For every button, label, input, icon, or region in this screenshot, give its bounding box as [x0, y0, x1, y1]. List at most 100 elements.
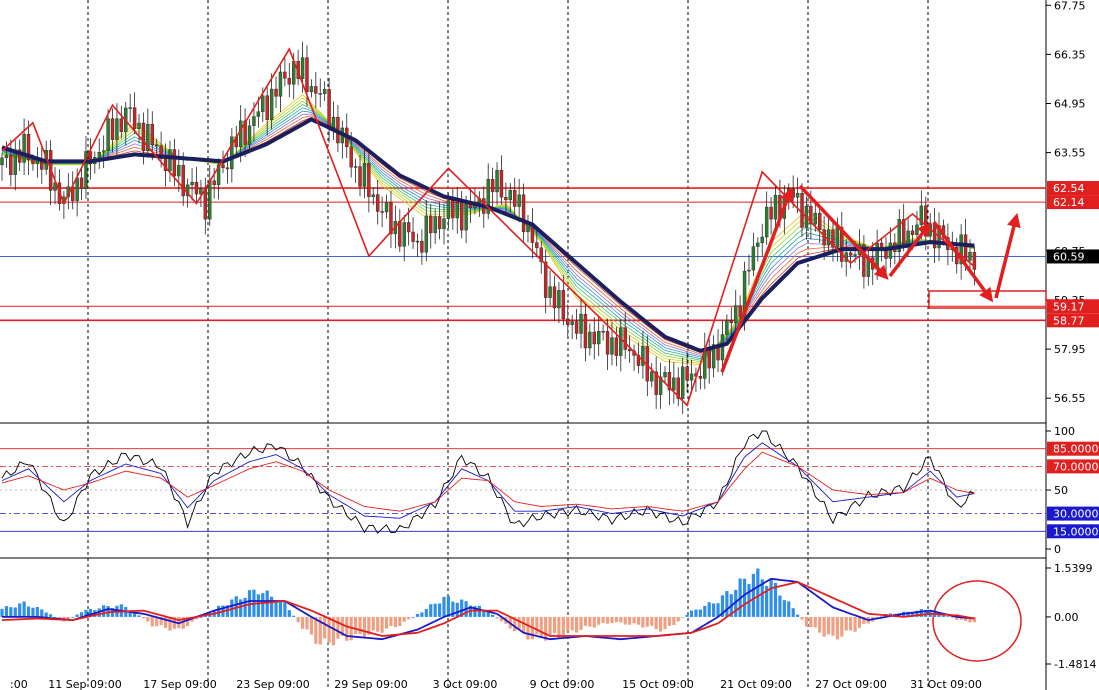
stochastic-panel	[0, 430, 1046, 534]
candle-body	[959, 234, 963, 265]
candle-body	[26, 133, 31, 160]
macd-histogram-bar	[756, 568, 760, 617]
candle-body	[446, 200, 451, 219]
macd-histogram-bar	[194, 616, 199, 620]
zigzag-path	[1, 47, 975, 407]
candle-body	[406, 222, 411, 233]
stoch-tick-label: 100	[1054, 425, 1075, 438]
date-tick-label: 21 Oct 09:00	[720, 678, 792, 690]
macd-histogram-bar	[751, 573, 755, 617]
macd-histogram-bar	[53, 616, 57, 618]
candle-body	[769, 206, 773, 220]
candle-body	[968, 251, 972, 261]
macd-histogram-bar	[862, 616, 866, 624]
candle-body	[561, 290, 566, 320]
macd-histogram-bar	[278, 600, 283, 617]
candle-body	[278, 71, 283, 97]
macd-histogram-bar	[150, 616, 154, 627]
macd-histogram-bar	[747, 584, 751, 617]
macd-histogram-bar	[782, 600, 786, 617]
candle-body	[371, 194, 375, 198]
macd-histogram-bar	[557, 616, 561, 638]
candle-body	[146, 123, 150, 151]
macd-histogram-bar	[840, 616, 844, 637]
candle-body	[4, 154, 9, 159]
macd-histogram-bar	[35, 606, 39, 617]
date-tick-label: 15 Oct 09:00	[622, 678, 694, 690]
candles-layer	[0, 41, 977, 415]
macd-histogram-bar	[411, 616, 415, 618]
candle-body	[177, 164, 181, 177]
candle-body	[420, 240, 424, 253]
candle-body	[831, 229, 835, 248]
price-level-tag-bg	[1047, 299, 1099, 314]
macd-histogram-bar	[49, 614, 53, 617]
macd-histogram-bar	[420, 612, 424, 617]
candle-body	[137, 122, 141, 129]
date-tick-label: :00	[10, 678, 28, 690]
macd-histogram-bar	[641, 616, 645, 628]
macd-histogram-bar	[323, 616, 327, 639]
macd-histogram-bar	[517, 616, 521, 630]
candle-body	[888, 242, 893, 259]
macd-histogram-bar	[437, 603, 442, 617]
candle-body	[300, 57, 305, 79]
macd-histogram-bar	[234, 596, 238, 617]
candle-body	[672, 377, 676, 391]
candle-body	[415, 240, 420, 243]
price-level-tag: 58.77	[1053, 314, 1085, 327]
candle-body	[0, 157, 4, 166]
price-tick-label: 56.55	[1054, 392, 1086, 405]
annotation-arrow	[798, 184, 889, 280]
macd-histogram-bar	[159, 616, 163, 626]
stoch-series-line	[1, 430, 975, 534]
date-tick-label: 9 Oct 09:00	[530, 678, 595, 690]
macd-histogram-bar	[292, 615, 296, 617]
annotation-arrow	[888, 221, 932, 278]
macd-histogram-bar	[239, 599, 243, 617]
macd-series-line	[1, 581, 975, 637]
macd-histogram-bar	[495, 616, 499, 619]
candle-body	[667, 372, 672, 391]
price-level-tag-bg	[1047, 313, 1099, 328]
candle-body	[574, 321, 579, 334]
macd-histogram-bar	[742, 578, 747, 617]
candle-body	[800, 192, 804, 228]
macd-histogram-bar	[667, 616, 672, 626]
macd-histogram-bar	[398, 616, 402, 627]
candle-body	[367, 163, 371, 198]
candle-body	[358, 166, 362, 187]
candle-body	[535, 242, 539, 249]
candle-body	[627, 349, 632, 352]
candle-body	[141, 122, 146, 151]
macd-histogram-bar	[915, 610, 919, 617]
candle-body	[455, 202, 459, 219]
macd-histogram-bar	[601, 616, 605, 623]
macd-histogram-bar	[544, 616, 548, 641]
candle-body	[884, 250, 888, 259]
candle-body	[362, 163, 367, 187]
macd-histogram-bar	[354, 616, 358, 634]
macd-histogram-bar	[345, 616, 349, 641]
macd-histogram-bar	[972, 616, 976, 623]
zigzag-layer	[1, 47, 975, 407]
candle-body	[517, 194, 521, 207]
macd-histogram-bar	[588, 616, 592, 627]
macd-histogram-bar	[658, 616, 663, 632]
price-level-tag: 62.54	[1053, 182, 1085, 195]
macd-histogram-bar	[605, 616, 610, 624]
price-level-tag-bg	[1047, 181, 1099, 196]
candle-body	[592, 331, 596, 345]
macd-histogram-bar	[44, 612, 48, 617]
macd-histogram-bar	[632, 616, 636, 624]
macd-tick-label: 1.5399	[1054, 562, 1093, 575]
macd-histogram-bar	[499, 616, 504, 622]
macd-histogram-bar	[694, 609, 698, 617]
candle-body	[247, 125, 252, 145]
candle-body	[376, 194, 380, 212]
stoch-level-tag: 70.0000	[1053, 460, 1099, 473]
candle-body	[650, 371, 654, 382]
macd-histogram-bar	[216, 605, 221, 617]
macd-histogram-bar	[75, 614, 79, 617]
macd-histogram-bar	[809, 616, 813, 628]
